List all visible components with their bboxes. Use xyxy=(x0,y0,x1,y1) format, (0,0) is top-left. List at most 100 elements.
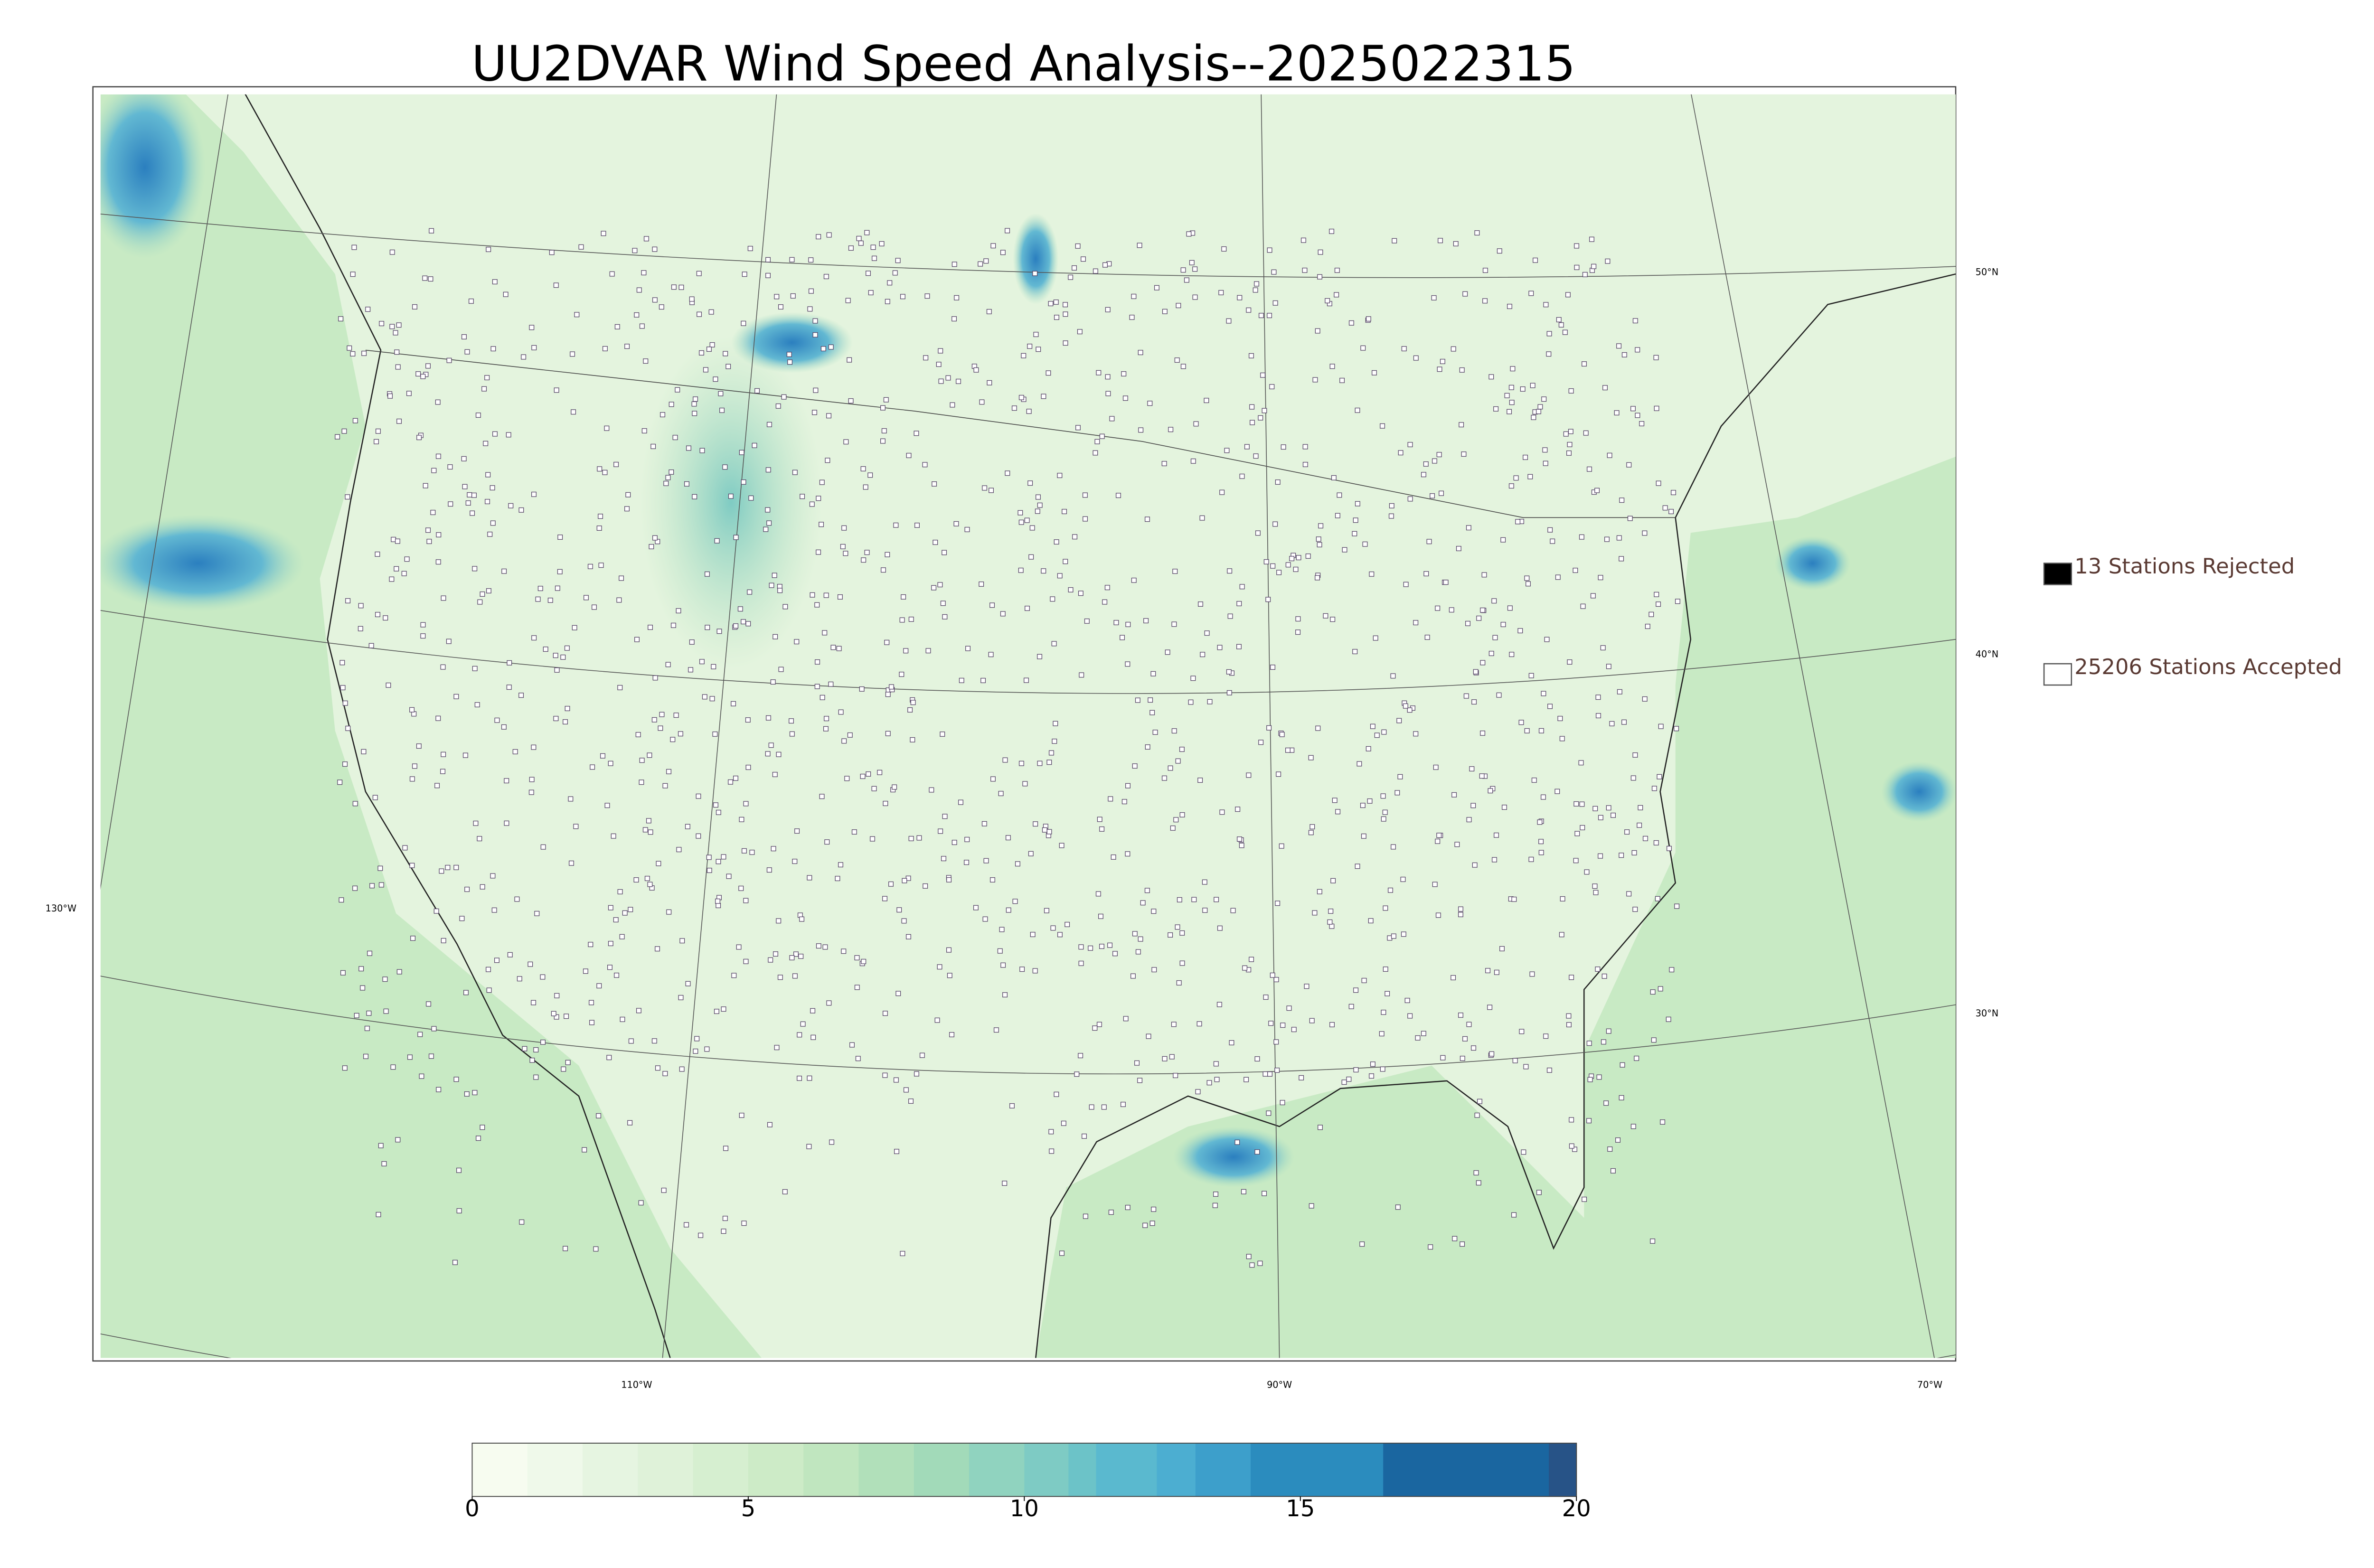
station xyxy=(1218,290,1224,295)
station xyxy=(1480,607,1486,613)
station xyxy=(800,494,805,499)
station xyxy=(555,585,560,591)
station xyxy=(1578,760,1584,766)
station xyxy=(1582,272,1588,277)
station xyxy=(589,1020,594,1025)
station xyxy=(1580,603,1586,609)
station xyxy=(816,496,821,501)
station xyxy=(1631,850,1637,855)
station xyxy=(1604,536,1610,542)
station xyxy=(602,469,608,475)
station xyxy=(1591,263,1597,269)
station xyxy=(429,228,434,234)
station xyxy=(1202,908,1208,913)
station xyxy=(692,411,697,416)
station xyxy=(882,896,888,901)
station xyxy=(464,886,470,892)
station xyxy=(1469,766,1475,771)
station xyxy=(459,916,465,921)
station xyxy=(634,312,640,318)
station xyxy=(855,1056,861,1061)
station xyxy=(1191,897,1197,902)
station xyxy=(1266,725,1272,731)
station xyxy=(866,771,871,777)
station xyxy=(772,634,778,639)
station xyxy=(652,535,658,541)
station xyxy=(1366,746,1371,751)
colorbar-tick-label: 10 xyxy=(1010,1495,1039,1522)
station xyxy=(1595,967,1601,972)
station xyxy=(1143,618,1149,623)
station xyxy=(1302,462,1308,467)
station xyxy=(1565,292,1571,298)
station xyxy=(1458,1012,1463,1018)
station xyxy=(480,884,485,890)
station xyxy=(529,777,535,782)
station xyxy=(547,598,553,603)
station xyxy=(743,958,749,964)
station xyxy=(964,836,970,842)
station xyxy=(409,707,415,713)
station xyxy=(636,287,642,293)
station xyxy=(1254,1056,1260,1061)
station xyxy=(1543,460,1548,466)
station xyxy=(774,1045,780,1051)
station xyxy=(354,1013,359,1018)
station xyxy=(893,1077,899,1083)
station xyxy=(676,608,681,613)
colorbar-tick-label: 20 xyxy=(1562,1495,1591,1522)
station xyxy=(688,667,693,673)
station xyxy=(1580,825,1585,830)
station xyxy=(453,694,459,699)
station xyxy=(993,1027,999,1033)
station xyxy=(888,881,894,887)
station xyxy=(614,972,620,978)
station xyxy=(990,877,995,883)
station xyxy=(394,566,399,572)
station xyxy=(741,1221,747,1226)
station xyxy=(1598,853,1603,859)
station xyxy=(973,367,979,373)
station xyxy=(549,250,555,255)
colorbar-segment xyxy=(1068,1443,1097,1497)
station xyxy=(1456,546,1461,551)
station xyxy=(721,1006,726,1012)
lon-label: 90°W xyxy=(1267,1380,1292,1390)
station xyxy=(1497,248,1502,254)
station xyxy=(540,844,546,850)
station xyxy=(1492,635,1498,640)
wind-max xyxy=(100,94,206,259)
legend: 13 Stations Rejected 25206 Stations Accep… xyxy=(2043,554,2342,686)
station xyxy=(1380,423,1385,429)
station xyxy=(506,685,512,690)
station xyxy=(639,758,645,763)
station xyxy=(553,282,559,288)
station xyxy=(564,1014,569,1019)
station xyxy=(1413,731,1419,737)
station xyxy=(1538,839,1544,845)
station xyxy=(1611,812,1616,818)
station xyxy=(1426,539,1432,545)
station xyxy=(1084,618,1090,624)
station xyxy=(430,510,436,515)
station xyxy=(1274,1068,1280,1073)
station xyxy=(1635,347,1640,353)
station xyxy=(1096,1022,1102,1027)
station xyxy=(1002,992,1008,998)
station xyxy=(1537,819,1543,825)
station xyxy=(1413,355,1419,361)
station xyxy=(1312,910,1318,916)
station xyxy=(628,907,633,912)
station xyxy=(954,295,960,300)
station xyxy=(749,849,755,855)
station xyxy=(1028,554,1034,560)
station xyxy=(470,510,475,516)
station xyxy=(1021,353,1027,358)
station xyxy=(1116,493,1121,498)
station xyxy=(412,304,417,310)
station xyxy=(940,732,945,737)
station xyxy=(719,407,725,413)
station xyxy=(892,270,898,276)
station xyxy=(1407,1013,1413,1019)
station xyxy=(335,434,340,440)
